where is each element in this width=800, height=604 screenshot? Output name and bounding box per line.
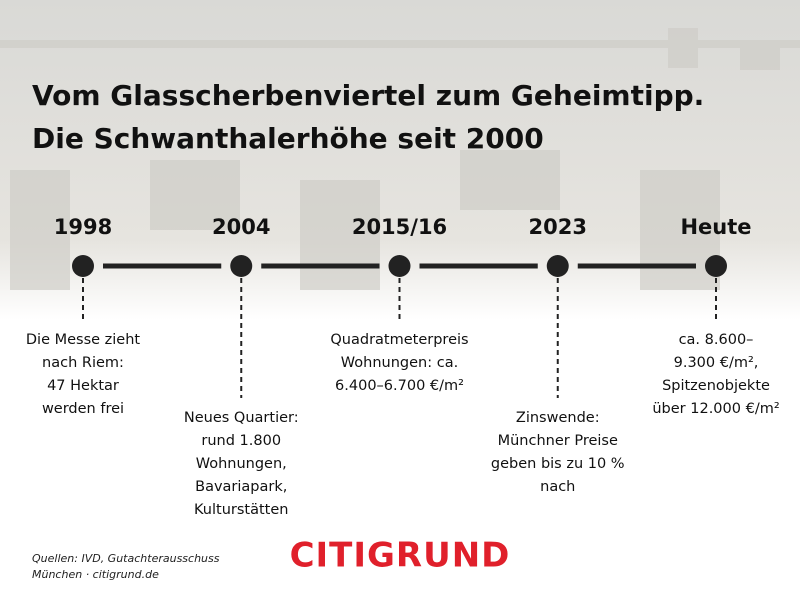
event-text: Münchner Preise bbox=[498, 433, 618, 449]
event-text: Quadratmeterpreis bbox=[330, 332, 468, 348]
event-text: Kulturstätten bbox=[194, 502, 288, 518]
year-label: Heute bbox=[680, 215, 751, 239]
event-text: über 12.000 €/m² bbox=[652, 401, 779, 417]
timeline-dot bbox=[705, 255, 727, 277]
event-text: 47 Hektar bbox=[47, 378, 119, 394]
event-text: werden frei bbox=[42, 401, 124, 417]
year-label: 2004 bbox=[212, 215, 270, 239]
skyline bbox=[0, 28, 800, 290]
source-line: München · citigrund.de bbox=[32, 568, 159, 581]
logo: CITIGRUND bbox=[290, 536, 511, 576]
event-text: 6.400–6.700 €/m² bbox=[335, 378, 464, 394]
event-text: ca. 8.600– bbox=[679, 332, 754, 348]
year-label: 1998 bbox=[54, 215, 112, 239]
event-text: Neues Quartier: bbox=[184, 410, 299, 426]
event-text: geben bis zu 10 % bbox=[491, 456, 625, 472]
event-text: Spitzenobjekte bbox=[662, 378, 770, 394]
event-text: Wohnungen: ca. bbox=[341, 355, 458, 371]
timeline-dot bbox=[72, 255, 94, 277]
event-text: Bavariapark, bbox=[195, 479, 287, 495]
event-text: rund 1.800 bbox=[201, 433, 281, 449]
timeline-dot bbox=[388, 255, 411, 277]
event-text: nach bbox=[540, 479, 575, 495]
event-text: Zinswende: bbox=[516, 410, 600, 426]
event-text: Wohnungen, bbox=[196, 456, 287, 472]
timeline-dot bbox=[546, 255, 569, 277]
year-label: 2023 bbox=[529, 215, 587, 239]
year-label: 2015/16 bbox=[352, 215, 447, 239]
timeline-dot bbox=[230, 255, 253, 277]
title-line: Die Schwanthalerhöhe seit 2000 bbox=[32, 122, 544, 155]
event-text: nach Riem: bbox=[42, 355, 124, 371]
title-line: Vom Glasscherbenviertel zum Geheimtipp. bbox=[32, 79, 704, 112]
source-line: Quellen: IVD, Gutachterausschuss bbox=[32, 552, 220, 565]
event-text: 9.300 €/m², bbox=[674, 355, 759, 371]
event-text: Die Messe zieht bbox=[26, 332, 141, 348]
